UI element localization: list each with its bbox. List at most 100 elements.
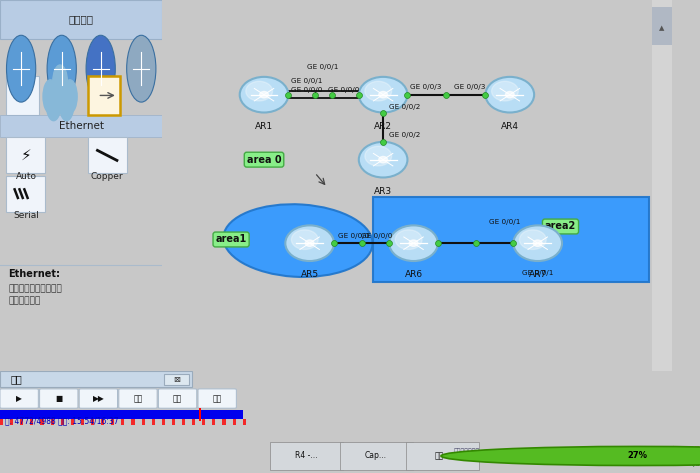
Circle shape — [441, 447, 700, 465]
Circle shape — [6, 35, 36, 102]
Text: ▶: ▶ — [16, 394, 22, 403]
Text: GE 0/0/2: GE 0/0/2 — [389, 132, 421, 138]
Text: 27%: 27% — [627, 451, 647, 461]
FancyBboxPatch shape — [0, 419, 3, 425]
Circle shape — [86, 35, 116, 102]
FancyBboxPatch shape — [0, 371, 192, 387]
FancyBboxPatch shape — [202, 419, 205, 425]
Text: area 0: area 0 — [246, 155, 281, 165]
FancyBboxPatch shape — [340, 442, 413, 470]
Circle shape — [359, 142, 407, 177]
Point — [441, 91, 452, 98]
FancyBboxPatch shape — [406, 442, 480, 470]
Text: ■: ■ — [55, 394, 62, 403]
Point — [309, 91, 321, 98]
FancyBboxPatch shape — [0, 0, 162, 39]
Text: ↑ 7.8K/S: ↑ 7.8K/S — [671, 446, 699, 452]
Circle shape — [62, 80, 77, 113]
Text: AR7: AR7 — [528, 270, 547, 280]
FancyBboxPatch shape — [182, 419, 185, 425]
Circle shape — [532, 455, 574, 457]
Ellipse shape — [223, 204, 372, 277]
Point — [384, 239, 395, 247]
Circle shape — [505, 91, 514, 98]
Circle shape — [47, 35, 76, 102]
Circle shape — [533, 240, 542, 246]
FancyBboxPatch shape — [81, 419, 84, 425]
Text: 帧: 4772/4988 时间: 15:54/16:37: 帧: 4772/4988 时间: 15:54/16:37 — [5, 417, 119, 426]
FancyBboxPatch shape — [0, 115, 162, 137]
FancyBboxPatch shape — [223, 419, 225, 425]
Text: Cap...: Cap... — [365, 451, 387, 461]
Circle shape — [291, 230, 318, 249]
Text: 莫助测哦比应缘: 莫助测哦比应缘 — [454, 448, 480, 454]
Point — [354, 91, 365, 98]
Circle shape — [486, 77, 534, 113]
FancyBboxPatch shape — [6, 137, 46, 173]
Circle shape — [52, 65, 67, 98]
FancyBboxPatch shape — [373, 197, 649, 282]
Text: ▲: ▲ — [659, 25, 664, 31]
FancyBboxPatch shape — [0, 389, 38, 408]
FancyBboxPatch shape — [6, 76, 39, 115]
Text: Serial: Serial — [13, 210, 39, 219]
FancyBboxPatch shape — [119, 389, 157, 408]
Circle shape — [410, 240, 418, 246]
Circle shape — [286, 225, 334, 261]
Text: 菜单: 菜单 — [133, 394, 143, 403]
Text: AR3: AR3 — [374, 187, 392, 196]
Point — [480, 91, 491, 98]
FancyBboxPatch shape — [199, 408, 201, 421]
Text: ▶▶: ▶▶ — [92, 394, 104, 403]
Text: Copper: Copper — [91, 172, 123, 181]
Text: 控制: 控制 — [10, 374, 22, 384]
Text: AR5: AR5 — [300, 270, 318, 280]
Text: 多节: 多节 — [173, 394, 182, 403]
FancyBboxPatch shape — [243, 419, 246, 425]
Circle shape — [395, 230, 422, 249]
Circle shape — [491, 81, 518, 101]
Text: 连接设备的以太网和千
兆以太接口。: 连接设备的以太网和千 兆以太接口。 — [8, 284, 62, 305]
Point — [356, 239, 368, 247]
FancyBboxPatch shape — [652, 0, 672, 371]
FancyBboxPatch shape — [172, 419, 175, 425]
Text: AR4: AR4 — [500, 122, 519, 131]
FancyBboxPatch shape — [79, 389, 118, 408]
FancyBboxPatch shape — [193, 419, 195, 425]
FancyBboxPatch shape — [88, 76, 120, 115]
Text: Ethernet: Ethernet — [59, 121, 104, 131]
FancyBboxPatch shape — [111, 419, 114, 425]
Text: Ethernet:: Ethernet: — [8, 269, 60, 279]
FancyBboxPatch shape — [141, 419, 145, 425]
Text: GE 0/0/3: GE 0/0/3 — [454, 84, 486, 90]
Circle shape — [379, 91, 388, 98]
Text: GE 0/0/1: GE 0/0/1 — [291, 79, 322, 84]
Text: GE 0/0/2: GE 0/0/2 — [389, 104, 421, 110]
Circle shape — [581, 455, 623, 457]
Point — [326, 91, 337, 98]
Circle shape — [43, 80, 57, 113]
Text: area1: area1 — [216, 235, 246, 245]
Text: GE 0/0/1: GE 0/0/1 — [307, 64, 338, 70]
Circle shape — [365, 81, 391, 101]
FancyBboxPatch shape — [132, 419, 134, 425]
Point — [470, 239, 481, 247]
FancyBboxPatch shape — [232, 419, 236, 425]
Text: AR6: AR6 — [405, 270, 423, 280]
FancyBboxPatch shape — [0, 410, 243, 419]
Text: area2: area2 — [545, 221, 576, 231]
Text: GE 0/0/0: GE 0/0/0 — [361, 234, 392, 239]
Text: 设备连线: 设备连线 — [69, 14, 94, 24]
Text: ⚡: ⚡ — [20, 147, 32, 162]
FancyBboxPatch shape — [164, 374, 189, 385]
FancyBboxPatch shape — [10, 419, 13, 425]
Text: GE 0/0/3: GE 0/0/3 — [410, 84, 442, 90]
FancyBboxPatch shape — [158, 389, 197, 408]
Text: ↓ 5.9K/S: ↓ 5.9K/S — [671, 460, 699, 466]
Text: GE 0/0/0: GE 0/0/0 — [337, 234, 369, 239]
Text: 定位: 定位 — [213, 394, 222, 403]
Text: GE 0/0/1: GE 0/0/1 — [489, 219, 520, 225]
FancyBboxPatch shape — [652, 8, 672, 44]
FancyBboxPatch shape — [270, 442, 343, 470]
Point — [377, 109, 388, 116]
